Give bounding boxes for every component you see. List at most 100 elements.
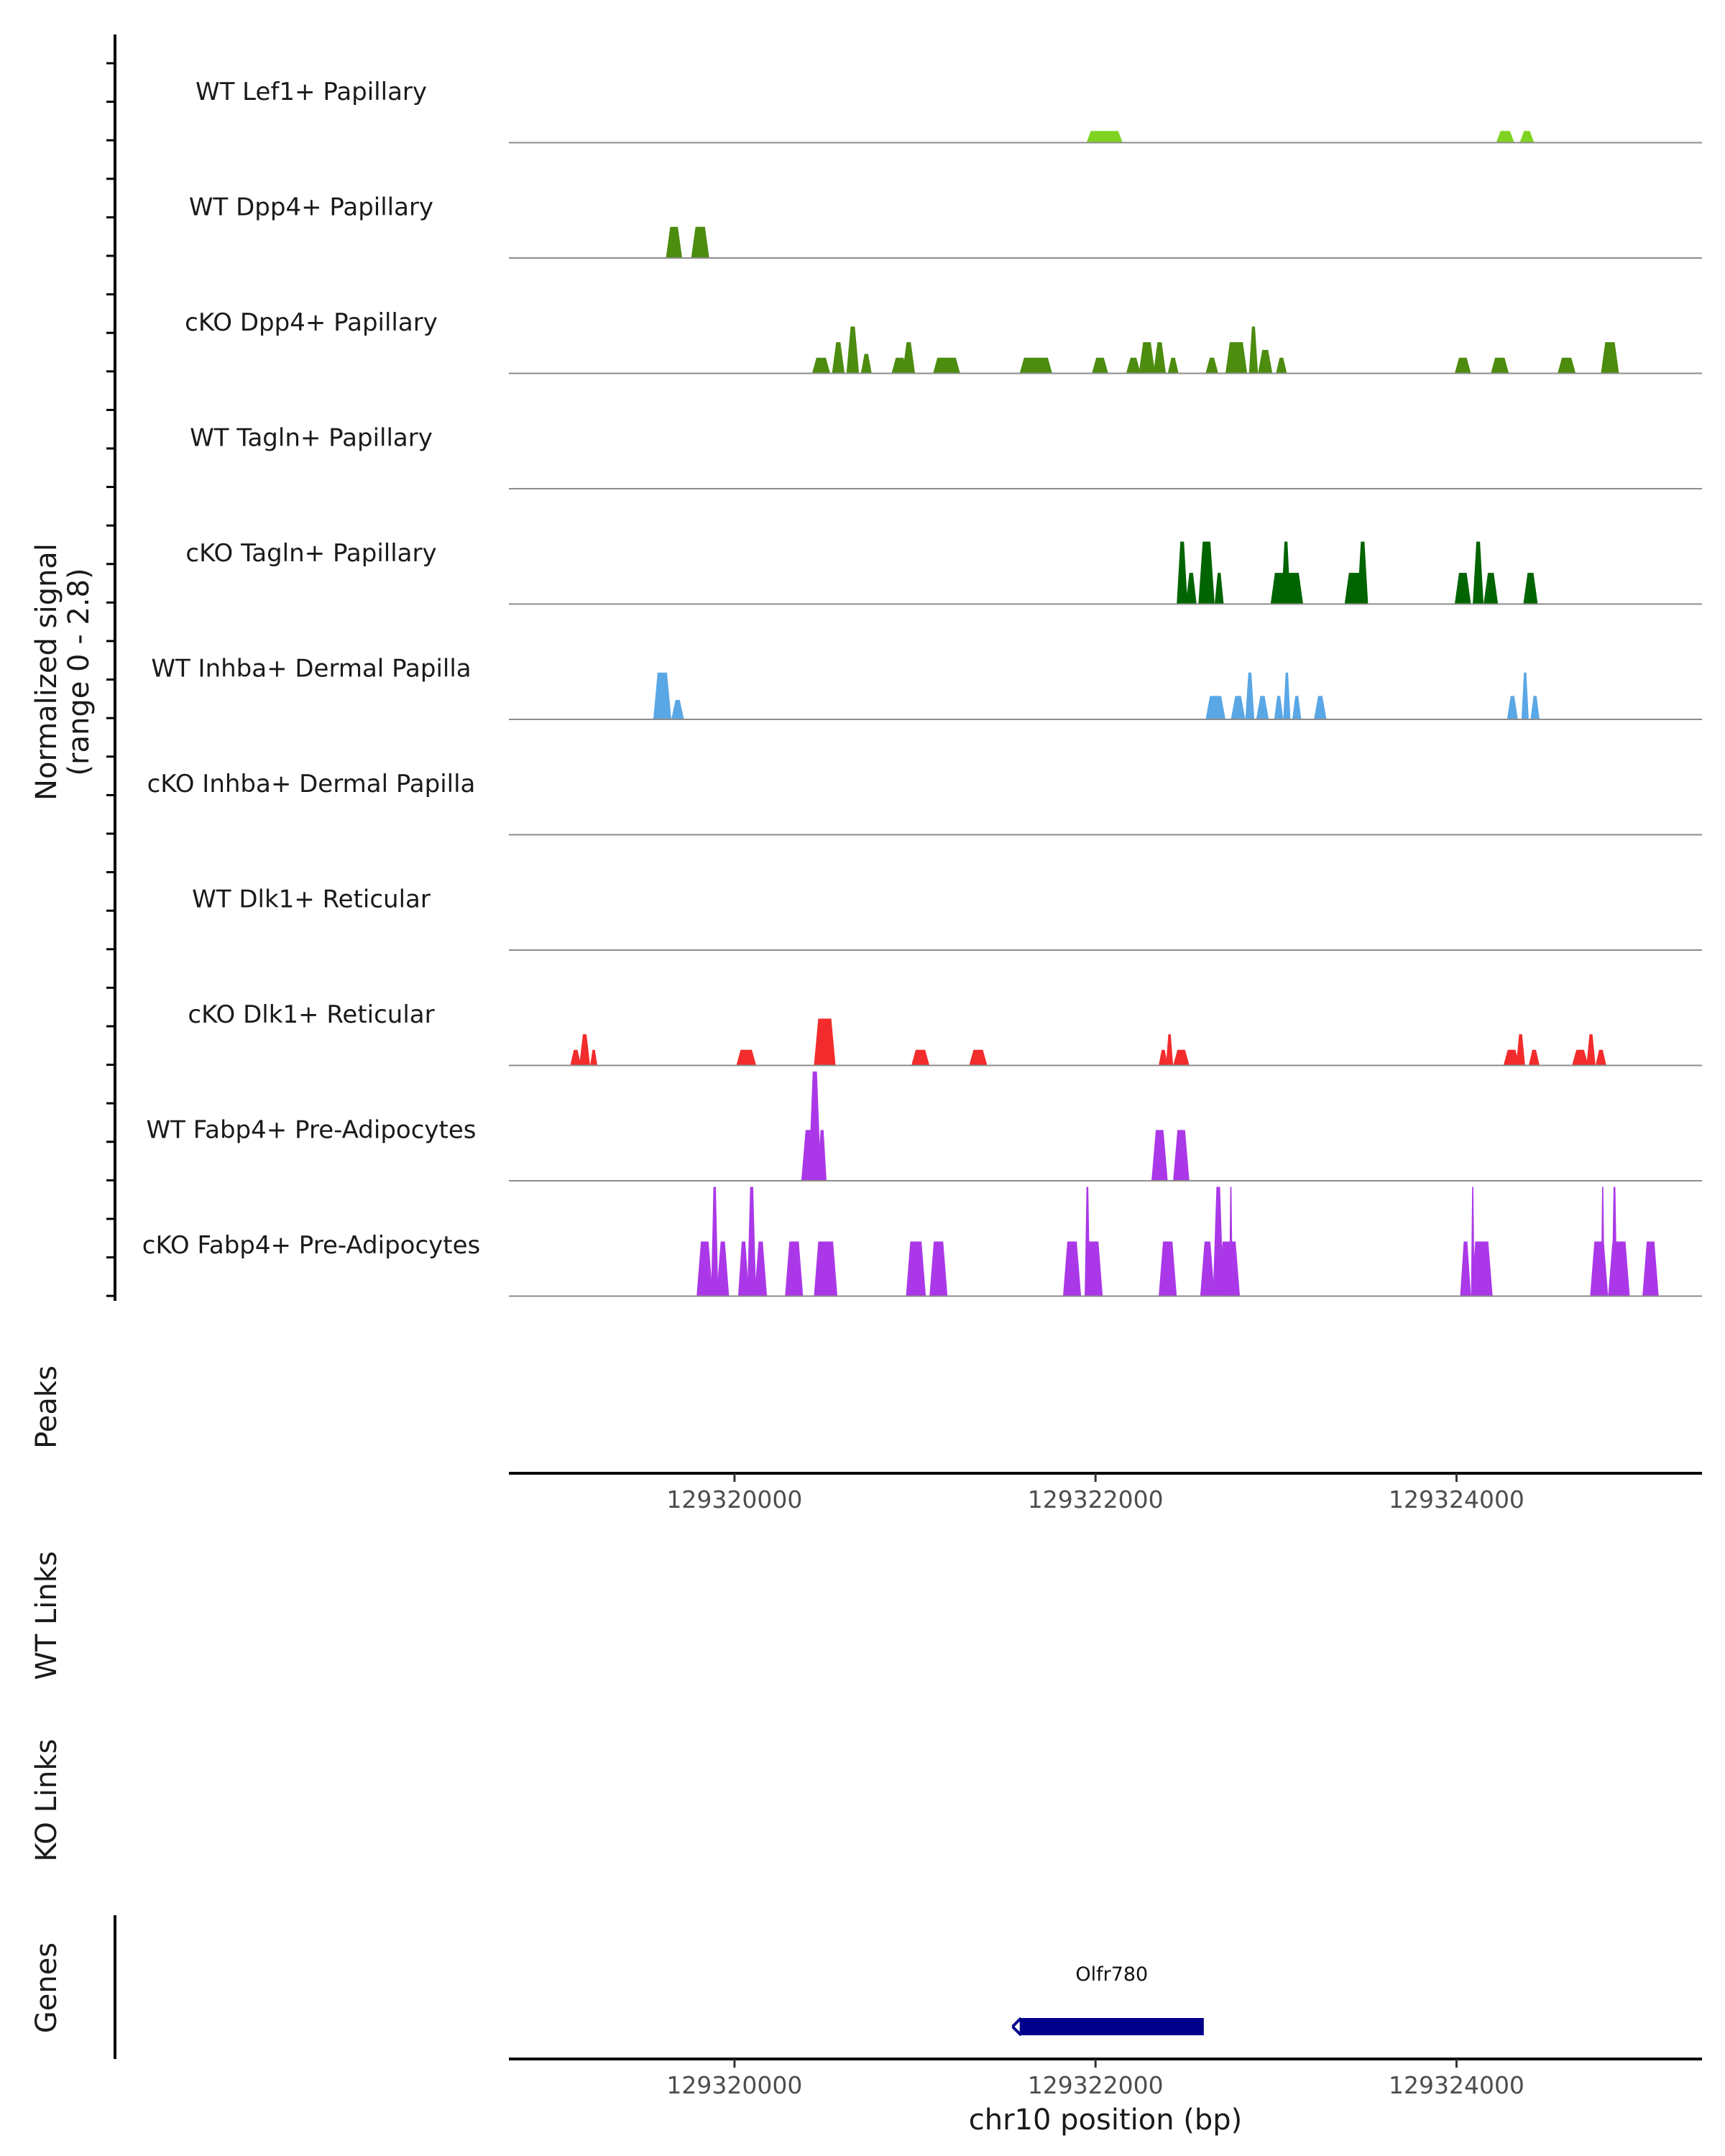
track-8: cKO Dlk1+ Reticular (188, 1000, 1702, 1067)
ko-links-panel-label: KO Links (30, 1739, 63, 1862)
signal-peak (1558, 357, 1576, 374)
signal-peak (1491, 357, 1509, 374)
track-10: cKO Fabp4+ Pre-Adipocytes (142, 1187, 1702, 1297)
signal-peak (969, 1049, 988, 1066)
signal-peak (1292, 696, 1302, 719)
signal-peak (1471, 1241, 1493, 1296)
signal-peak (754, 1241, 768, 1296)
gene-body (1019, 2018, 1204, 2035)
signal-peak (1256, 696, 1269, 719)
signal-peak (1274, 696, 1284, 719)
x-axis-title: chr10 position (bp) (969, 2104, 1243, 2137)
signal-peak (1092, 357, 1108, 374)
signal-peak (1205, 357, 1218, 374)
signal-peak (1608, 1241, 1630, 1296)
gene-label: Olfr780 (1075, 1963, 1148, 1986)
signal-peak (666, 226, 683, 258)
x-tick-label: 129324000 (1389, 1485, 1524, 1514)
signal-peak (1126, 357, 1141, 374)
x-tick-label: 129322000 (1028, 1485, 1164, 1514)
signal-peak (933, 357, 960, 374)
signal-peak (1519, 131, 1535, 143)
track-5: WT Inhba+ Dermal Papilla (151, 655, 1702, 720)
signal-peak (1281, 541, 1291, 604)
signal-peak (1085, 1241, 1103, 1296)
coverage-y-ticks (106, 62, 115, 1297)
track-2: cKO Dpp4+ Papillary (185, 308, 1702, 374)
signal-peak (1019, 357, 1052, 374)
signal-peak (1166, 1034, 1174, 1066)
signal-peak (1218, 1241, 1241, 1296)
signal-peak (1516, 1034, 1525, 1066)
signal-peak (1062, 1241, 1082, 1296)
signal-peak (691, 226, 709, 258)
signal-peak (1484, 573, 1499, 604)
signal-peak (1506, 696, 1518, 719)
signal-peak (1460, 1241, 1471, 1296)
track-label: cKO Inhba+ Dermal Papilla (147, 770, 476, 798)
track-7: WT Dlk1+ Reticular (192, 885, 1702, 951)
signal-peak (1601, 342, 1619, 374)
signal-peak (736, 1049, 757, 1066)
signal-peak (1601, 1187, 1605, 1296)
signal-peak (860, 354, 872, 374)
track-3: WT Tagln+ Papillary (190, 424, 1702, 489)
signal-peak (1177, 541, 1188, 604)
signal-peak (1200, 1241, 1215, 1296)
signal-peak (653, 672, 672, 719)
signal-peak (579, 1034, 591, 1066)
signal-peak (1230, 696, 1246, 719)
signal-peak (1473, 541, 1484, 604)
track-6: cKO Inhba+ Dermal Papilla (147, 770, 1702, 836)
signal-peak (929, 1241, 948, 1296)
signal-peak (846, 326, 860, 374)
signal-peak (1159, 1049, 1168, 1066)
track-label: cKO Fabp4+ Pre-Adipocytes (142, 1231, 481, 1260)
track-label: WT Lef1+ Papillary (196, 78, 427, 106)
wt-links-panel-label: WT Links (30, 1551, 63, 1680)
peaks-x-ticks: 129320000 129322000 129324000 (666, 1473, 1524, 1514)
signal-peak (1153, 342, 1167, 374)
signal-peak (1151, 1130, 1168, 1181)
signal-peak (817, 1130, 827, 1181)
track-1: WT Dpp4+ Papillary (189, 193, 1702, 259)
signal-peak (814, 1018, 836, 1066)
signal-peak (1198, 541, 1215, 604)
signal-peak (1173, 1130, 1190, 1181)
signal-peak (716, 1241, 730, 1296)
track-label: cKO Dlk1+ Reticular (188, 1000, 434, 1029)
track-label: WT Inhba+ Dermal Papilla (151, 655, 471, 683)
signal-peak (711, 1187, 719, 1296)
signal-peak (1248, 326, 1259, 374)
genes-x-ticks: 129320000 129322000 129324000 (666, 2059, 1524, 2099)
signal-peak (1086, 131, 1123, 143)
signal-peak (590, 1049, 598, 1066)
signal-peak (1205, 696, 1226, 719)
signal-peak (1572, 1049, 1588, 1066)
x-tick-label: 129322000 (1028, 2071, 1164, 2099)
signal-peak (1225, 342, 1248, 374)
signal-peak (911, 1049, 930, 1066)
genes-panel-label: Genes (30, 1943, 63, 2033)
signal-peak (570, 1049, 581, 1066)
signal-peak (1138, 342, 1156, 374)
signal-peak (1454, 357, 1471, 374)
signal-peak (1185, 573, 1197, 604)
y-axis-label-line2: (range 0 - 2.8) (63, 568, 96, 775)
signal-peak (1496, 131, 1514, 143)
signal-peak (1314, 696, 1327, 719)
coverage-tracks: WT Lef1+ Papillary WT Dpp4+ Papillary cKO … (142, 78, 1702, 1297)
x-tick-label: 129324000 (1389, 2071, 1524, 2099)
signal-peak (808, 1072, 822, 1181)
signal-peak (1167, 357, 1179, 374)
track-4: cKO Tagln+ Papillary (185, 539, 1702, 605)
track-label: WT Tagln+ Papillary (190, 424, 433, 453)
gene-annotations: Olfr780 (1011, 1963, 1204, 2037)
signal-peak (1245, 672, 1255, 719)
signal-peak (832, 342, 845, 374)
signal-peak (1214, 573, 1224, 604)
signal-peak (902, 342, 916, 374)
signal-peak (1586, 1034, 1596, 1066)
track-label: WT Fabp4+ Pre-Adipocytes (147, 1116, 477, 1145)
